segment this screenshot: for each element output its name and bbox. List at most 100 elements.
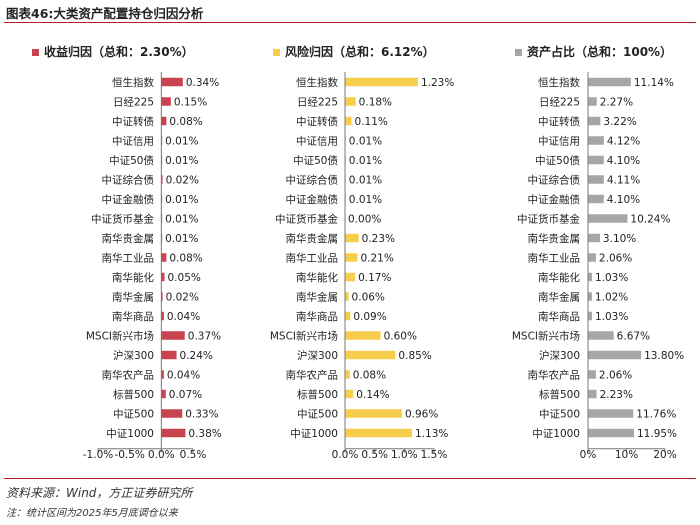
value-label: 0.09% (353, 311, 386, 323)
x-tick-label: 0% (580, 449, 597, 461)
legend-title: 收益归因（总和：2.30%） (44, 44, 194, 59)
value-label: 1.23% (421, 77, 454, 89)
bar (345, 370, 350, 379)
bar (588, 97, 597, 106)
x-tick-label: 0.5% (361, 449, 388, 461)
value-label: 0.01% (349, 194, 382, 206)
category-label: 南华工业品 (102, 252, 155, 265)
bar (345, 409, 402, 418)
value-label: 0.08% (169, 253, 202, 265)
bar (588, 409, 634, 418)
category-label: 中证信用 (296, 135, 338, 148)
bar (161, 350, 177, 360)
category-label: 南华能化 (112, 271, 154, 284)
category-label: 中证综合债 (286, 174, 339, 187)
category-label: 恒生指数 (112, 76, 154, 89)
value-label: 0.14% (356, 389, 389, 401)
figure-header: 图表46:大类资产配置持仓归因分析 (0, 0, 700, 22)
category-label: 中证转债 (112, 115, 154, 128)
category-label: 日经225 (539, 96, 580, 109)
value-label: 0.00% (348, 214, 381, 226)
category-label: 中证500 (297, 408, 338, 421)
value-label: 0.21% (360, 253, 393, 265)
category-label: 沪深300 (539, 349, 580, 362)
category-label: 中证货币基金 (275, 213, 338, 226)
bar (588, 292, 592, 301)
category-label: 南华能化 (296, 271, 338, 284)
x-tick-label: 0.0% (148, 449, 175, 461)
bar (345, 428, 413, 438)
bar (161, 389, 166, 399)
bar (161, 370, 164, 379)
value-label: 0.01% (165, 136, 198, 148)
category-label: 中证500 (113, 408, 154, 421)
bar (588, 155, 604, 165)
category-label: 中证1000 (290, 427, 338, 440)
value-label: 0.85% (398, 350, 431, 362)
category-label: 中证500 (539, 408, 580, 421)
value-label: 2.23% (600, 389, 633, 401)
category-label: 中证货币基金 (91, 213, 154, 226)
bar (588, 136, 604, 145)
bar (161, 116, 167, 126)
bar (161, 428, 186, 438)
category-label: 中证金融债 (102, 193, 155, 206)
chart-panel-3: 资产占比（总和：100%） 恒生指数 11.14% 日经225 2.27% 中证转债 3.2… (512, 44, 684, 461)
bar (588, 194, 604, 204)
value-label: 0.05% (168, 272, 201, 284)
value-label: 0.60% (384, 331, 417, 343)
value-label: 11.14% (634, 77, 674, 89)
category-label: 中证50债 (293, 154, 338, 167)
value-label: 0.04% (167, 370, 200, 382)
value-label: 6.67% (617, 331, 650, 343)
x-tick-label: 20% (653, 449, 676, 461)
bar (161, 331, 185, 340)
x-tick-label: -0.5% (114, 449, 144, 461)
value-label: 3.10% (603, 233, 636, 245)
category-label: 沪深300 (113, 349, 154, 362)
value-label: 3.22% (603, 116, 636, 128)
bar (588, 331, 614, 340)
category-label: 中证1000 (532, 427, 580, 440)
category-label: 中证货币基金 (517, 213, 580, 226)
category-label: 恒生指数 (296, 76, 338, 89)
category-label: 南华农产品 (286, 369, 339, 382)
value-label: 0.96% (405, 409, 438, 421)
category-label: 南华贵金属 (102, 232, 155, 245)
value-label: 0.11% (355, 116, 388, 128)
value-label: 0.01% (165, 155, 198, 167)
x-tick-label: 1.0% (391, 449, 418, 461)
bar (345, 292, 349, 301)
legend-marker (273, 49, 280, 56)
top-divider (4, 22, 696, 23)
category-label: 日经225 (113, 96, 154, 109)
bar (588, 116, 601, 126)
category-label: 中证信用 (538, 135, 580, 148)
category-label: 南华金属 (296, 291, 338, 304)
bar (345, 233, 359, 243)
bar (588, 311, 592, 321)
bar (161, 77, 183, 87)
bar (161, 97, 171, 106)
value-label: 1.02% (595, 292, 628, 304)
bar (161, 175, 163, 184)
value-label: 0.37% (188, 331, 221, 343)
value-label: 0.02% (166, 175, 199, 187)
bar (345, 331, 381, 340)
value-label: 0.01% (165, 214, 198, 226)
bar (345, 272, 356, 282)
figure-title: 图表46:大类资产配置持仓归因分析 (6, 6, 204, 21)
value-label: 2.06% (599, 253, 632, 265)
bar (588, 370, 596, 379)
bar (161, 311, 164, 321)
category-label: MSCI新兴市场 (270, 330, 338, 343)
chart-area: 收益归因（总和：2.30%） 恒生指数 0.34% 日经225 0.15% 中证转债 0.0… (32, 44, 684, 461)
category-label: MSCI新兴市场 (512, 330, 580, 343)
bar (588, 175, 604, 184)
value-label: 0.01% (349, 175, 382, 187)
period-note: 注：统计区间为2025年5月底调仓以来 (6, 508, 178, 519)
legend-title: 风险归因（总和：6.12%） (285, 44, 435, 59)
category-label: MSCI新兴市场 (86, 330, 154, 343)
legend-marker (515, 49, 522, 56)
category-label: 南华金属 (112, 291, 154, 304)
